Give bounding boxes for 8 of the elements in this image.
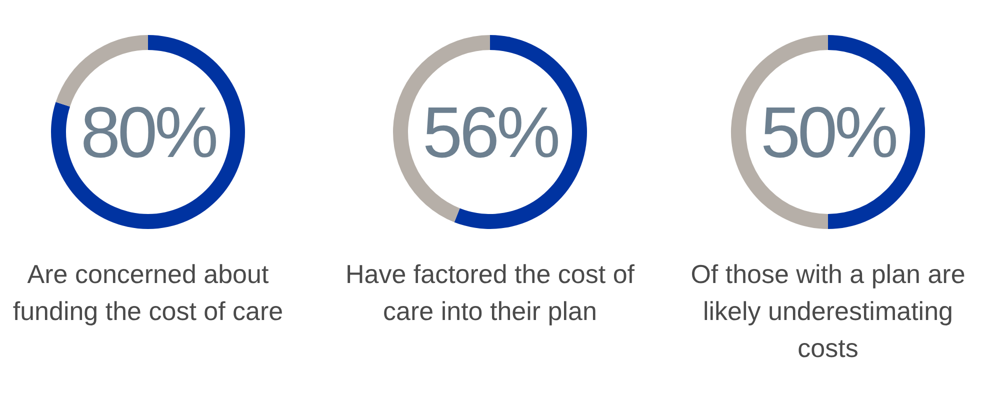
donut-slice [51, 35, 245, 229]
text: Are concerned about funding the cost of care [12, 259, 284, 326]
donut-slice [56, 35, 148, 107]
text: Have factored the cost of care into their plan [345, 259, 636, 326]
data-label: 80% [80, 93, 217, 173]
data-label: 50% [760, 93, 897, 173]
data-label: 56% [422, 93, 559, 173]
text: Of those with a plan are likely underestimating costs [690, 259, 966, 363]
